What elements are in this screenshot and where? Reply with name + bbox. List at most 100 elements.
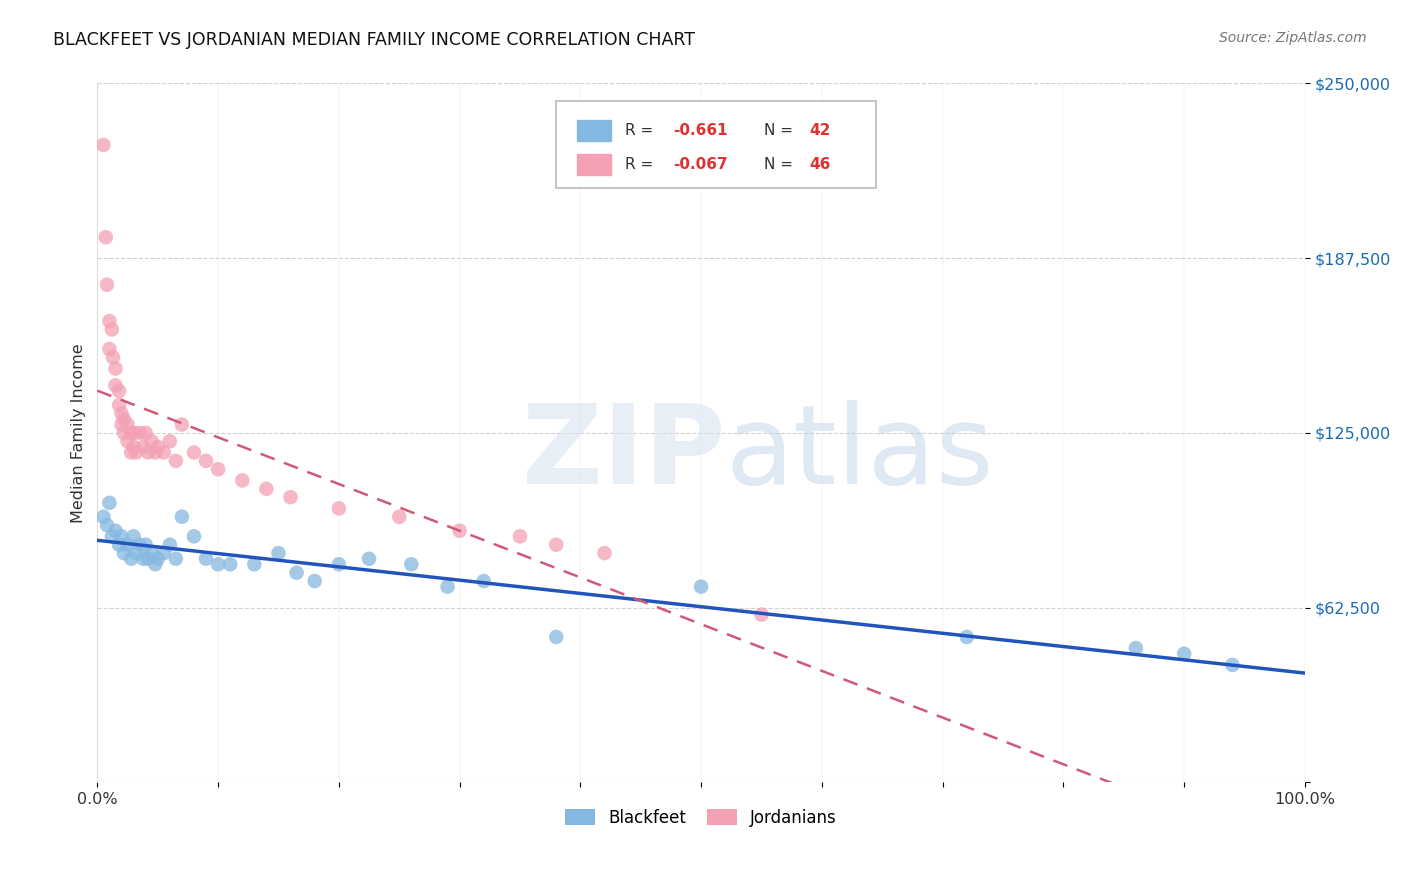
Point: [117, 417, 139, 432]
Point: [165, 454, 187, 468]
Text: N =: N =: [763, 122, 797, 137]
Point: [1222, 657, 1244, 672]
Point: [170, 509, 193, 524]
Point: [120, 425, 142, 440]
Point: [110, 529, 132, 543]
Point: [280, 490, 302, 504]
Point: [135, 425, 157, 440]
Point: [122, 425, 145, 440]
Text: R =: R =: [626, 157, 658, 172]
Point: [93, 137, 115, 152]
Point: [165, 551, 187, 566]
Point: [132, 440, 155, 454]
Point: [141, 434, 163, 449]
Point: [98, 314, 121, 328]
Point: [112, 425, 135, 440]
Legend: Blackfeet, Jordanians: Blackfeet, Jordanians: [558, 802, 844, 833]
Point: [956, 630, 979, 644]
Point: [93, 509, 115, 524]
Y-axis label: Median Family Income: Median Family Income: [72, 343, 86, 523]
Point: [108, 398, 131, 412]
Point: [101, 529, 124, 543]
Bar: [576, 120, 610, 141]
Point: [195, 454, 218, 468]
Point: [110, 417, 132, 432]
Point: [128, 425, 150, 440]
Point: [436, 580, 458, 594]
Point: [243, 558, 266, 572]
Point: [1125, 641, 1147, 656]
Point: [122, 440, 145, 454]
Point: [122, 529, 145, 543]
Point: [751, 607, 773, 622]
Point: [128, 538, 150, 552]
Point: [449, 524, 471, 538]
Point: [120, 551, 142, 566]
Point: [183, 529, 205, 543]
Point: [472, 574, 495, 588]
Point: [117, 434, 139, 449]
Text: -0.661: -0.661: [673, 122, 728, 137]
Text: Source: ZipAtlas.com: Source: ZipAtlas.com: [1219, 31, 1367, 45]
Point: [146, 440, 169, 454]
Point: [207, 462, 229, 476]
Text: BLACKFEET VS JORDANIAN MEDIAN FAMILY INCOME CORRELATION CHART: BLACKFEET VS JORDANIAN MEDIAN FAMILY INC…: [53, 31, 696, 49]
Text: N =: N =: [763, 157, 797, 172]
Point: [108, 538, 131, 552]
Point: [101, 351, 124, 365]
Point: [112, 546, 135, 560]
Point: [125, 445, 148, 459]
Point: [170, 417, 193, 432]
Point: [690, 580, 713, 594]
Point: [143, 558, 166, 572]
Point: [231, 474, 253, 488]
Point: [94, 230, 117, 244]
Text: atlas: atlas: [725, 401, 994, 508]
Point: [117, 538, 139, 552]
Point: [546, 538, 568, 552]
Point: [401, 558, 423, 572]
Point: [304, 574, 326, 588]
Point: [110, 406, 132, 420]
Point: [388, 509, 411, 524]
Point: [219, 558, 242, 572]
Text: 42: 42: [810, 122, 831, 137]
Point: [104, 524, 127, 538]
Point: [159, 538, 181, 552]
Point: [108, 384, 131, 398]
FancyBboxPatch shape: [557, 101, 876, 188]
Point: [104, 361, 127, 376]
Point: [101, 322, 124, 336]
Point: [254, 482, 277, 496]
Point: [104, 378, 127, 392]
Point: [267, 546, 290, 560]
Point: [98, 342, 121, 356]
Point: [136, 551, 159, 566]
Point: [143, 445, 166, 459]
Point: [1173, 647, 1195, 661]
Point: [159, 434, 181, 449]
Point: [152, 546, 174, 560]
Point: [125, 546, 148, 560]
Point: [183, 445, 205, 459]
Point: [328, 558, 350, 572]
Point: [136, 445, 159, 459]
Point: [207, 558, 229, 572]
Point: [120, 445, 142, 459]
Point: [141, 546, 163, 560]
Text: 46: 46: [810, 157, 831, 172]
Point: [546, 630, 568, 644]
Point: [146, 551, 169, 566]
Text: R =: R =: [626, 122, 658, 137]
Bar: [576, 154, 610, 175]
Point: [135, 538, 157, 552]
Point: [328, 501, 350, 516]
Point: [195, 551, 218, 566]
Point: [285, 566, 308, 580]
Point: [96, 518, 118, 533]
Point: [112, 412, 135, 426]
Point: [593, 546, 616, 560]
Text: ZIP: ZIP: [522, 401, 725, 508]
Point: [152, 445, 174, 459]
Point: [509, 529, 531, 543]
